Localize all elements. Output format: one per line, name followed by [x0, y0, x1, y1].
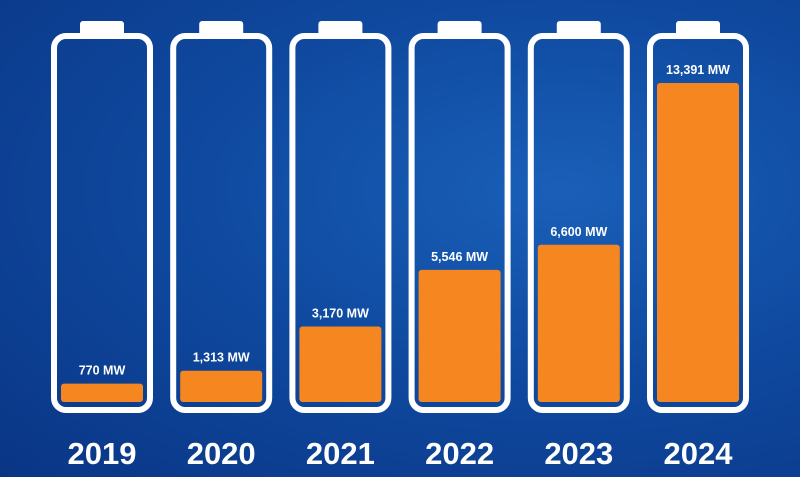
battery-outline: [51, 33, 153, 413]
value-label-2020: 1,313 MW: [193, 351, 250, 365]
battery-outline: [289, 33, 392, 413]
year-label-2021: 2021: [306, 436, 375, 471]
battery-2023: 6,600 MW 2023: [527, 21, 630, 471]
year-label-2022: 2022: [425, 436, 494, 471]
bar-2020: [180, 370, 263, 402]
year-label-2020: 2020: [187, 436, 256, 471]
bar-2019: [61, 383, 143, 402]
bar-2021: [299, 326, 382, 402]
value-label-2023: 6,600 MW: [550, 225, 607, 239]
battery-outline: [527, 33, 630, 413]
battery-outline: [408, 33, 511, 413]
battery-2024: 13,391 MW 2024: [647, 21, 749, 471]
year-label-2023: 2023: [544, 436, 613, 471]
battery-outline: [647, 33, 749, 413]
bar-2024: [657, 83, 739, 402]
year-label-2019: 2019: [68, 436, 137, 471]
bar-2022: [418, 269, 501, 402]
value-label-2024: 13,391 MW: [666, 63, 730, 77]
bar-2023: [537, 244, 620, 402]
year-label-2024: 2024: [664, 436, 734, 471]
battery-outline: [170, 33, 273, 413]
value-label-2022: 5,546 MW: [431, 250, 488, 264]
battery-2022: 5,546 MW 2022: [408, 21, 511, 471]
value-label-2019: 770 MW: [79, 364, 126, 378]
battery-2021: 3,170 MW 2021: [289, 21, 392, 471]
battery-2020: 1,313 MW 2020: [170, 21, 273, 471]
battery-2019: 770 MW 2019: [51, 21, 153, 471]
value-label-2021: 3,170 MW: [312, 306, 369, 320]
